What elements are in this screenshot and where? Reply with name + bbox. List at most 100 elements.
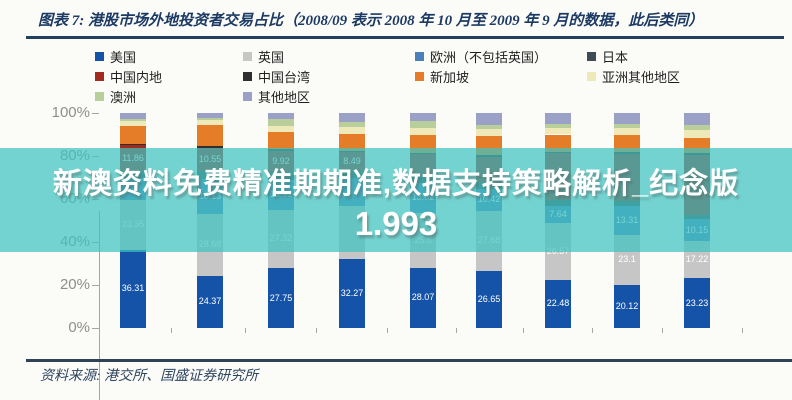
stacked-bar-segment: 32.27 xyxy=(339,258,365,328)
stacked-bar-segment xyxy=(476,124,502,130)
legend-label: 澳洲 xyxy=(110,90,137,105)
stacked-bar-segment: 23.23 xyxy=(684,278,710,328)
y-axis-tick xyxy=(92,285,99,286)
legend-label: 英国 xyxy=(258,50,285,65)
stacked-bar-segment xyxy=(339,121,365,127)
legend-label: 欧洲（不包括英国） xyxy=(430,50,548,65)
bar-value-label: 24.37 xyxy=(198,296,222,307)
legend-swatch-icon xyxy=(243,92,252,101)
x-axis-tick xyxy=(245,328,246,333)
x-axis-tick xyxy=(316,328,317,333)
watermark-text: 新澳资料免费精准期期准,数据支持策略解析_纪念版 xyxy=(52,168,740,200)
stacked-bar-segment xyxy=(410,120,436,129)
legend-label: 日本 xyxy=(602,50,629,65)
legend-swatch-icon xyxy=(587,72,596,81)
stacked-bar-segment xyxy=(120,113,146,120)
stacked-bar-segment xyxy=(684,130,710,138)
x-axis-tick xyxy=(387,328,388,333)
legend-label: 中国台湾 xyxy=(258,70,311,85)
legend-item: 亚洲其他地区 xyxy=(587,67,680,86)
legend-swatch-icon xyxy=(415,72,424,81)
stacked-bar-segment xyxy=(339,133,365,151)
y-axis-label: 100% xyxy=(51,104,90,121)
y-axis-tick xyxy=(92,328,99,329)
stacked-bar-segment: 28.07 xyxy=(410,267,436,328)
legend-item: 英国 xyxy=(243,47,284,66)
bar-value-label: 36.31 xyxy=(121,283,145,294)
footer-divider xyxy=(26,359,792,362)
chart-legend: 美国 英国 欧洲（不包括英国） 日本中国内地 中国台湾 新加坡 亚洲其他地区澳洲 其他地区 xyxy=(0,44,792,106)
stacked-bar-segment xyxy=(614,128,640,135)
stacked-bar-segment xyxy=(197,119,223,126)
stacked-bar-segment xyxy=(197,113,223,119)
legend-swatch-icon xyxy=(243,52,252,61)
bar-value-label: 20.12 xyxy=(615,300,639,311)
figure-title: 图表 7: 港股市场外地投资者交易占比（2008/09 表示 2008 年 10… xyxy=(38,13,704,29)
legend-label: 美国 xyxy=(110,50,137,65)
title-divider xyxy=(26,36,784,39)
stacked-bar-segment xyxy=(268,113,294,120)
stacked-bar-segment: 26.65 xyxy=(476,270,502,328)
x-axis-tick xyxy=(99,328,100,333)
stacked-bar-segment xyxy=(614,134,640,153)
stacked-bar-segment: 36.31 xyxy=(120,249,146,328)
legend-label: 亚洲其他地区 xyxy=(602,70,681,85)
legend-swatch-icon xyxy=(95,92,104,101)
legend-item: 中国内地 xyxy=(95,67,162,86)
legend-item: 新加坡 xyxy=(415,67,469,86)
y-axis-tick xyxy=(92,113,99,114)
stacked-bar-segment xyxy=(339,113,365,122)
stacked-bar-segment xyxy=(476,113,502,125)
legend-swatch-icon xyxy=(95,72,104,81)
stacked-bar-segment xyxy=(197,118,223,120)
legend-item: 其他地区 xyxy=(243,87,310,106)
stacked-bar-segment xyxy=(197,125,223,147)
stacked-bar-segment xyxy=(545,134,571,152)
watermark-version: 1.993 xyxy=(354,205,438,242)
stacked-bar-segment xyxy=(476,129,502,136)
stacked-bar-segment xyxy=(684,113,710,125)
legend-label: 中国内地 xyxy=(110,70,163,85)
stacked-bar-segment xyxy=(410,113,436,121)
bar-value-label: 23.1 xyxy=(618,254,636,265)
bar-value-label: 28.07 xyxy=(411,292,435,303)
legend-swatch-icon xyxy=(587,52,596,61)
legend-item: 中国台湾 xyxy=(243,67,310,86)
stacked-bar-segment xyxy=(120,119,146,122)
legend-item: 欧洲（不包括英国） xyxy=(415,47,547,66)
y-axis-label: 20% xyxy=(59,276,90,293)
stacked-bar-segment xyxy=(120,121,146,127)
x-axis-tick xyxy=(592,328,593,333)
stacked-bar-segment: 22.48 xyxy=(545,279,571,328)
legend-swatch-icon xyxy=(243,72,252,81)
legend-swatch-icon xyxy=(415,52,424,61)
bar-value-label: 17.22 xyxy=(685,254,709,265)
stacked-bar-segment xyxy=(545,113,571,124)
stacked-bar-segment xyxy=(614,113,640,125)
legend-label: 新加坡 xyxy=(430,70,470,85)
stacked-bar-segment xyxy=(684,124,710,131)
stacked-bar-segment xyxy=(268,119,294,126)
legend-label: 其他地区 xyxy=(258,90,311,105)
stacked-bar-segment xyxy=(197,146,223,148)
bar-value-label: 27.75 xyxy=(269,292,293,303)
x-axis-tick xyxy=(742,328,743,333)
x-axis-tick xyxy=(171,328,172,333)
bar-value-label: 22.48 xyxy=(546,298,570,309)
x-axis-tick xyxy=(456,328,457,333)
stacked-bar-segment xyxy=(545,123,571,129)
bar-value-label: 26.65 xyxy=(477,293,501,304)
x-axis-tick xyxy=(523,328,524,333)
x-axis-tick xyxy=(662,328,663,333)
stacked-bar-segment: 24.37 xyxy=(197,275,223,328)
y-axis-line xyxy=(99,211,100,400)
bar-value-label: 32.27 xyxy=(340,287,364,298)
y-axis-label: 0% xyxy=(68,319,90,336)
stacked-bar-segment xyxy=(339,126,365,134)
legend-item: 澳洲 xyxy=(95,87,136,106)
stacked-bar-segment xyxy=(545,128,571,135)
stacked-bar-segment xyxy=(268,125,294,132)
stacked-bar-segment: 27.75 xyxy=(268,268,294,328)
stacked-bar-segment xyxy=(410,128,436,135)
